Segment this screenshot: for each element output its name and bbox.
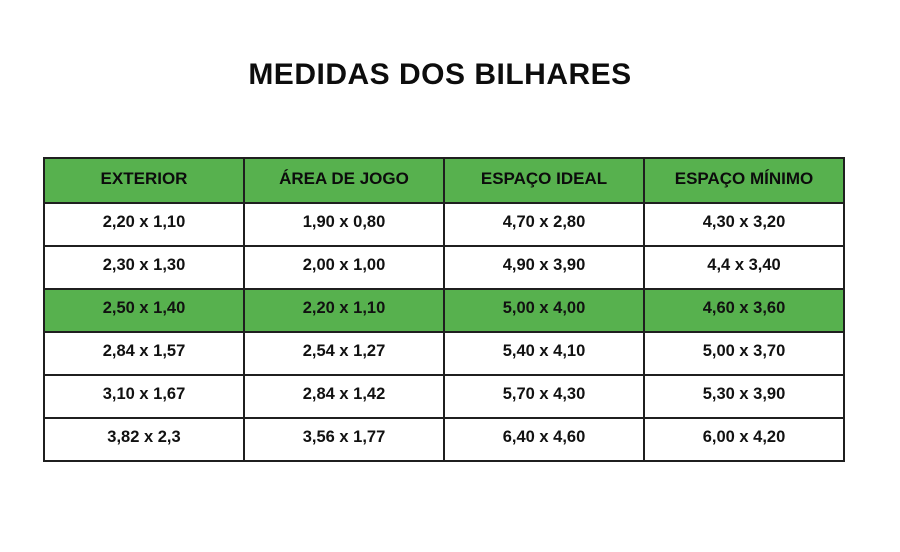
table-cell: 1,90 x 0,80 [243, 202, 445, 247]
table-cell: 6,40 x 4,60 [443, 417, 645, 462]
table-header: EXTERIOR ÁREA DE JOGO ESPAÇO IDEAL ESPAÇO M… [43, 157, 845, 204]
column-header-3: ESPAÇO MÍNIMO [643, 157, 845, 204]
table-row: 2,50 x 1,40 2,20 x 1,10 5,00 x 4,00 4,60 x … [43, 288, 845, 333]
table-row: 2,30 x 1,30 2,00 x 1,00 4,90 x 3,90 4,4 x 3… [43, 245, 845, 290]
table-cell: 2,84 x 1,42 [243, 374, 445, 419]
table-cell: 3,56 x 1,77 [243, 417, 445, 462]
column-header-2: ESPAÇO IDEAL [443, 157, 645, 204]
table-row: 2,20 x 1,10 1,90 x 0,80 4,70 x 2,80 4,30 x … [43, 202, 845, 247]
page-title: MEDIDAS DOS BILHARES [248, 58, 632, 91]
column-header-1: ÁREA DE JOGO [243, 157, 445, 204]
column-header-0: EXTERIOR [43, 157, 245, 204]
table-cell: 3,82 x 2,3 [43, 417, 245, 462]
table-cell: 4,70 x 2,80 [443, 202, 645, 247]
header-row: EXTERIOR ÁREA DE JOGO ESPAÇO IDEAL ESPAÇO M… [43, 157, 845, 204]
table-row: 3,10 x 1,67 2,84 x 1,42 5,70 x 4,30 5,30 x … [43, 374, 845, 419]
table-cell: 4,60 x 3,60 [643, 288, 845, 333]
table-cell: 2,00 x 1,00 [243, 245, 445, 290]
table-body: 2,20 x 1,10 1,90 x 0,80 4,70 x 2,80 4,30 x … [43, 202, 845, 462]
table-cell: 2,20 x 1,10 [243, 288, 445, 333]
table-cell: 2,54 x 1,27 [243, 331, 445, 376]
table-cell: 5,70 x 4,30 [443, 374, 645, 419]
billiards-measurements-table: EXTERIOR ÁREA DE JOGO ESPAÇO IDEAL ESPAÇO M… [43, 157, 845, 462]
table-cell: 5,00 x 3,70 [643, 331, 845, 376]
table-cell: 2,20 x 1,10 [43, 202, 245, 247]
table-cell: 4,90 x 3,90 [443, 245, 645, 290]
table-cell: 6,00 x 4,20 [643, 417, 845, 462]
table-cell: 3,10 x 1,67 [43, 374, 245, 419]
table-cell: 2,50 x 1,40 [43, 288, 245, 333]
table-cell: 5,30 x 3,90 [643, 374, 845, 419]
table-cell: 5,40 x 4,10 [443, 331, 645, 376]
table-cell: 4,4 x 3,40 [643, 245, 845, 290]
table-row: 2,84 x 1,57 2,54 x 1,27 5,40 x 4,10 5,00 x … [43, 331, 845, 376]
table-cell: 5,00 x 4,00 [443, 288, 645, 333]
table-cell: 2,84 x 1,57 [43, 331, 245, 376]
table-cell: 2,30 x 1,30 [43, 245, 245, 290]
table-cell: 4,30 x 3,20 [643, 202, 845, 247]
table-row: 3,82 x 2,3 3,56 x 1,77 6,40 x 4,60 6,00 x 4… [43, 417, 845, 462]
